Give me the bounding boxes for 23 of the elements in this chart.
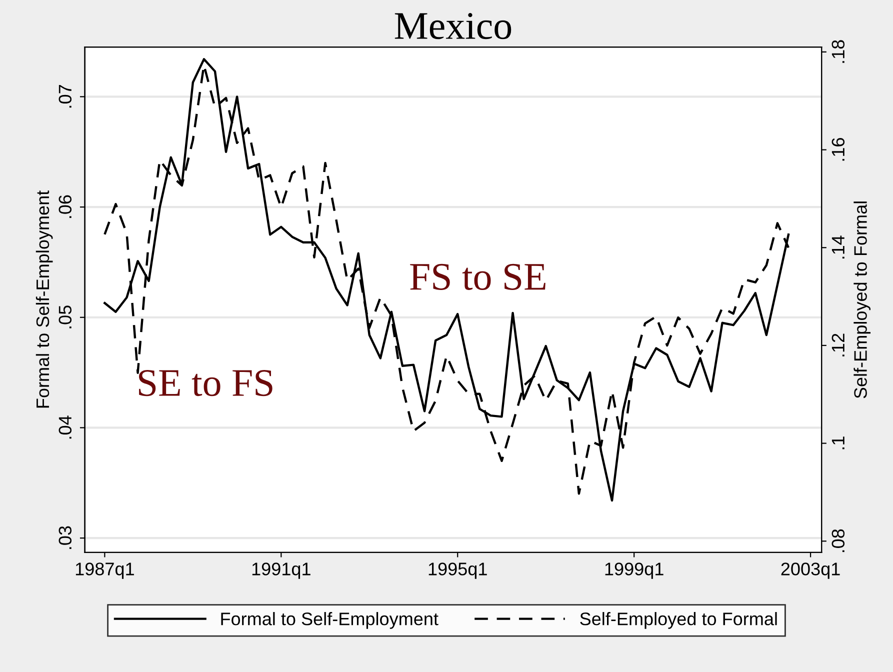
legend-label: Formal to Self-Employment	[221, 612, 438, 629]
annotation: SE to FS	[139, 370, 272, 396]
y-tick-label: .05	[58, 306, 72, 328]
x-tick-label: 1999q1	[605, 562, 664, 579]
text: Self-Employed to Formal	[580, 612, 777, 629]
y-tick-label: .03	[58, 526, 72, 549]
y-tick-label: .04	[58, 416, 72, 439]
y-axis-title: Formal to Self-Employment	[36, 190, 53, 408]
y2-tick-label: .08	[832, 529, 845, 552]
y2-tick-label: .12	[832, 334, 844, 356]
y2-tick-label: .16	[832, 138, 845, 161]
y2-tick-label: .18	[832, 40, 845, 63]
x-tick-label: 1991q1	[252, 562, 310, 579]
y2-axis-title: Self-Employed to Formal	[854, 202, 870, 398]
annotation: FS to SE	[410, 264, 546, 290]
x-tick-label: 1995q1	[428, 562, 487, 579]
x-tick-label: 1987q1	[76, 562, 134, 579]
x-tick-label: 2003q1	[781, 562, 840, 579]
chart-title: Mexico	[394, 13, 512, 40]
y-tick-label: .07	[58, 85, 72, 108]
y-tick-label: .06	[58, 195, 72, 218]
y2-tick-label: .1	[832, 436, 844, 450]
y2-tick-label: .14	[832, 236, 844, 259]
